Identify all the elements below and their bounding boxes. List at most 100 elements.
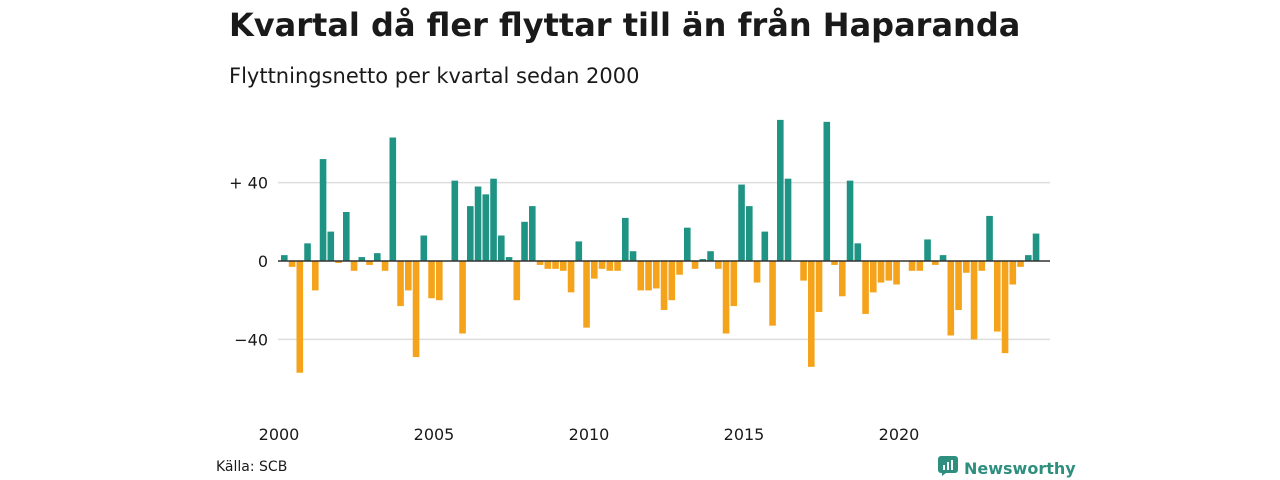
bar bbox=[304, 243, 311, 261]
bar bbox=[668, 261, 676, 301]
bar bbox=[815, 261, 823, 312]
bar bbox=[629, 251, 637, 261]
bar bbox=[1017, 261, 1024, 267]
chart-subtitle: Flyttningsnetto per kvartal sedan 2000 bbox=[229, 64, 640, 88]
bar bbox=[1001, 261, 1009, 354]
x-axis-ticks: 2000 2005 2010 2015 2020 bbox=[259, 425, 920, 444]
bar bbox=[319, 159, 327, 261]
bar bbox=[567, 261, 575, 293]
source-label: Källa: SCB bbox=[216, 459, 288, 475]
bar bbox=[552, 261, 559, 269]
bar bbox=[808, 261, 815, 367]
bar bbox=[560, 261, 567, 271]
bar bbox=[467, 206, 474, 261]
bar bbox=[699, 259, 707, 261]
bar bbox=[281, 255, 288, 261]
bar bbox=[474, 186, 482, 261]
bar bbox=[591, 261, 598, 279]
bar bbox=[746, 206, 753, 261]
brand-name: Newsworthy bbox=[964, 458, 1076, 478]
bar bbox=[707, 251, 714, 261]
bar bbox=[598, 261, 606, 269]
bar bbox=[420, 235, 428, 261]
bar bbox=[288, 261, 296, 267]
bar bbox=[1032, 233, 1040, 261]
bar bbox=[389, 137, 397, 261]
bar bbox=[397, 261, 404, 307]
bar bbox=[831, 261, 838, 265]
bar bbox=[366, 261, 373, 265]
bar bbox=[753, 261, 761, 283]
bar bbox=[777, 119, 784, 261]
brand[interactable]: Newsworthy bbox=[938, 456, 1076, 480]
bar bbox=[381, 261, 389, 271]
bar bbox=[312, 261, 319, 291]
x-tick-label: 2020 bbox=[879, 425, 920, 444]
bar bbox=[676, 261, 683, 275]
bar bbox=[343, 212, 350, 261]
bar bbox=[575, 241, 583, 261]
bar bbox=[877, 261, 885, 283]
bar bbox=[637, 261, 645, 291]
bar bbox=[451, 180, 459, 261]
bar bbox=[854, 243, 862, 261]
bar bbox=[1025, 255, 1032, 261]
bar bbox=[846, 180, 854, 261]
bar bbox=[862, 261, 869, 314]
bar bbox=[939, 255, 947, 261]
bar bbox=[614, 261, 621, 271]
bar bbox=[684, 227, 691, 261]
bar bbox=[986, 215, 993, 261]
bar bbox=[761, 231, 769, 261]
bar bbox=[1009, 261, 1017, 285]
bar bbox=[358, 257, 366, 261]
bar bbox=[738, 184, 745, 261]
grid-lines bbox=[278, 181, 1050, 341]
bar bbox=[978, 261, 986, 271]
bar bbox=[645, 261, 652, 291]
bar bbox=[536, 261, 544, 265]
bar-chart: + 40 0 −40 2000 2005 2010 2015 2020 bbox=[229, 119, 1050, 444]
y-tick-label: + 40 bbox=[229, 174, 268, 193]
bar bbox=[932, 261, 939, 265]
bar bbox=[428, 261, 435, 299]
bar bbox=[459, 261, 466, 334]
x-tick-label: 2010 bbox=[569, 425, 610, 444]
x-tick-label: 2000 bbox=[259, 425, 300, 444]
bar bbox=[653, 261, 660, 289]
bar bbox=[839, 261, 846, 297]
bar bbox=[296, 261, 304, 373]
bar bbox=[722, 261, 730, 334]
bar bbox=[715, 261, 722, 269]
x-tick-label: 2005 bbox=[414, 425, 455, 444]
y-axis-ticks: + 40 0 −40 bbox=[229, 174, 268, 350]
bar bbox=[350, 261, 358, 271]
bar bbox=[885, 261, 893, 281]
newsworthy-logo-icon bbox=[938, 456, 958, 480]
bar bbox=[482, 194, 490, 261]
chart-title: Kvartal då fler flyttar till än från Hap… bbox=[229, 6, 1021, 44]
bar bbox=[622, 217, 629, 261]
bar bbox=[412, 261, 420, 358]
bar bbox=[529, 206, 536, 261]
bar bbox=[436, 261, 443, 301]
bar bbox=[583, 261, 590, 328]
bar bbox=[505, 257, 513, 261]
bar bbox=[963, 261, 970, 273]
y-tick-label: −40 bbox=[234, 330, 268, 349]
bar bbox=[490, 178, 497, 261]
bar bbox=[924, 239, 931, 261]
bar bbox=[769, 261, 776, 326]
bar bbox=[947, 261, 955, 336]
bar bbox=[691, 261, 699, 269]
bar bbox=[800, 261, 807, 281]
bar bbox=[893, 261, 900, 285]
bar bbox=[870, 261, 877, 293]
bar bbox=[327, 231, 335, 261]
bar bbox=[335, 261, 342, 263]
bar bbox=[784, 178, 792, 261]
bar bbox=[521, 221, 528, 261]
bar bbox=[730, 261, 738, 307]
bar bbox=[498, 235, 505, 261]
bar bbox=[374, 253, 381, 261]
